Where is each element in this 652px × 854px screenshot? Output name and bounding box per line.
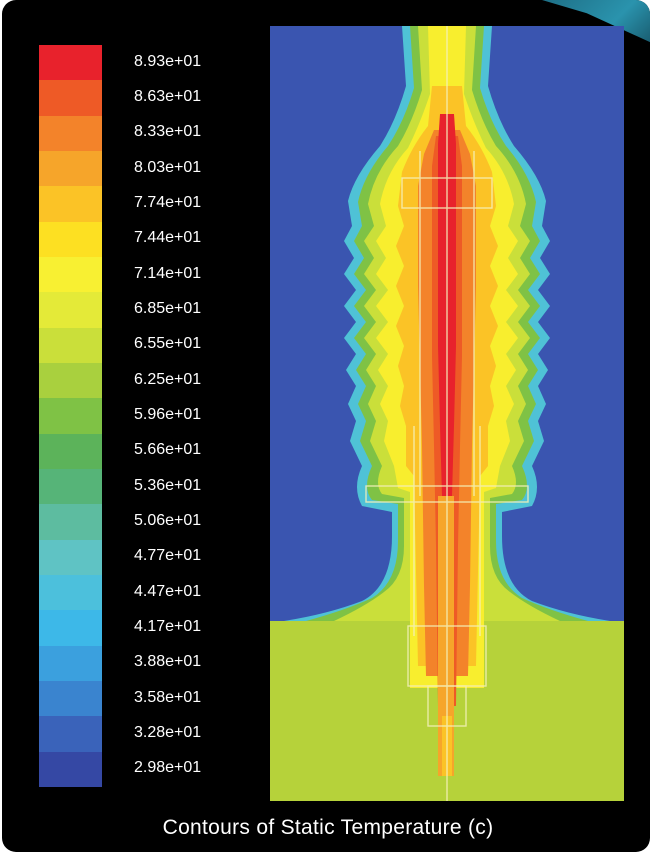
colorbar-tick-label: 6.25e+01: [134, 370, 202, 388]
colorbar-swatch: [39, 257, 102, 293]
colorbar-swatch: [39, 186, 102, 223]
colorbar-tick-label: 5.96e+01: [134, 406, 202, 423]
colorbar-swatch: [39, 80, 102, 117]
colorbar-swatch: [39, 504, 102, 541]
colorbar-tick-label: 8.03e+01: [134, 158, 202, 176]
colorbar-tick-label: 5.06e+01: [134, 512, 202, 529]
colorbar-swatch: [39, 292, 102, 329]
colorbar-swatch: [39, 327, 102, 364]
colorbar-tick-label: 3.88e+01: [134, 653, 202, 671]
colorbar-swatch: [39, 575, 102, 611]
colorbar-tick-label: 8.93e+01: [134, 52, 202, 70]
colorbar-swatch: [39, 539, 102, 576]
colorbar-swatch: [39, 398, 102, 435]
colorbar-tick-label: 5.66e+01: [134, 441, 202, 459]
colorbar-tick-label: 7.44e+01: [134, 229, 202, 247]
colorbar-tick-label: 2.98e+01: [134, 759, 202, 777]
colorbar-swatch: [39, 681, 102, 717]
colorbar-tick-label: 4.17e+01: [134, 618, 202, 635]
colorbar-swatch: [39, 115, 102, 152]
colorbar-swatch: [39, 221, 102, 258]
structure-outlines: [365, 26, 529, 801]
colorbar-tick-label: 7.74e+01: [134, 194, 202, 211]
colorbar-swatch: [39, 716, 102, 753]
colorbar-swatch: [39, 751, 102, 788]
colorbar-tick-label: 5.36e+01: [134, 476, 202, 494]
colorbar-tick-label: 8.63e+01: [134, 88, 202, 105]
colorbar-swatch: [39, 610, 102, 647]
colorbar-tick-label: 4.47e+01: [134, 582, 202, 600]
colorbar-tick-label: 7.14e+01: [134, 264, 202, 282]
colorbar: [39, 45, 102, 788]
colorbar-tick-label: 8.33e+01: [134, 123, 202, 141]
colorbar-swatch: [39, 433, 102, 470]
figure-caption: Contours of Static Temperature (c): [162, 816, 494, 839]
colorbar-tick-label: 6.55e+01: [134, 335, 202, 353]
colorbar-swatch: [39, 151, 102, 187]
colorbar-swatch: [39, 645, 102, 682]
temperature-contour-plot: [270, 26, 624, 801]
colorbar-tick-label: 3.28e+01: [134, 724, 202, 741]
colorbar-tick-label: 4.77e+01: [134, 547, 202, 565]
colorbar-tick-label: 6.85e+01: [134, 300, 202, 317]
colorbar-swatch: [39, 45, 102, 81]
colorbar-swatch: [39, 363, 102, 399]
colorbar-swatch: [39, 469, 102, 505]
colorbar-tick-label: 3.58e+01: [134, 688, 202, 706]
conductor-lower: [438, 496, 454, 776]
